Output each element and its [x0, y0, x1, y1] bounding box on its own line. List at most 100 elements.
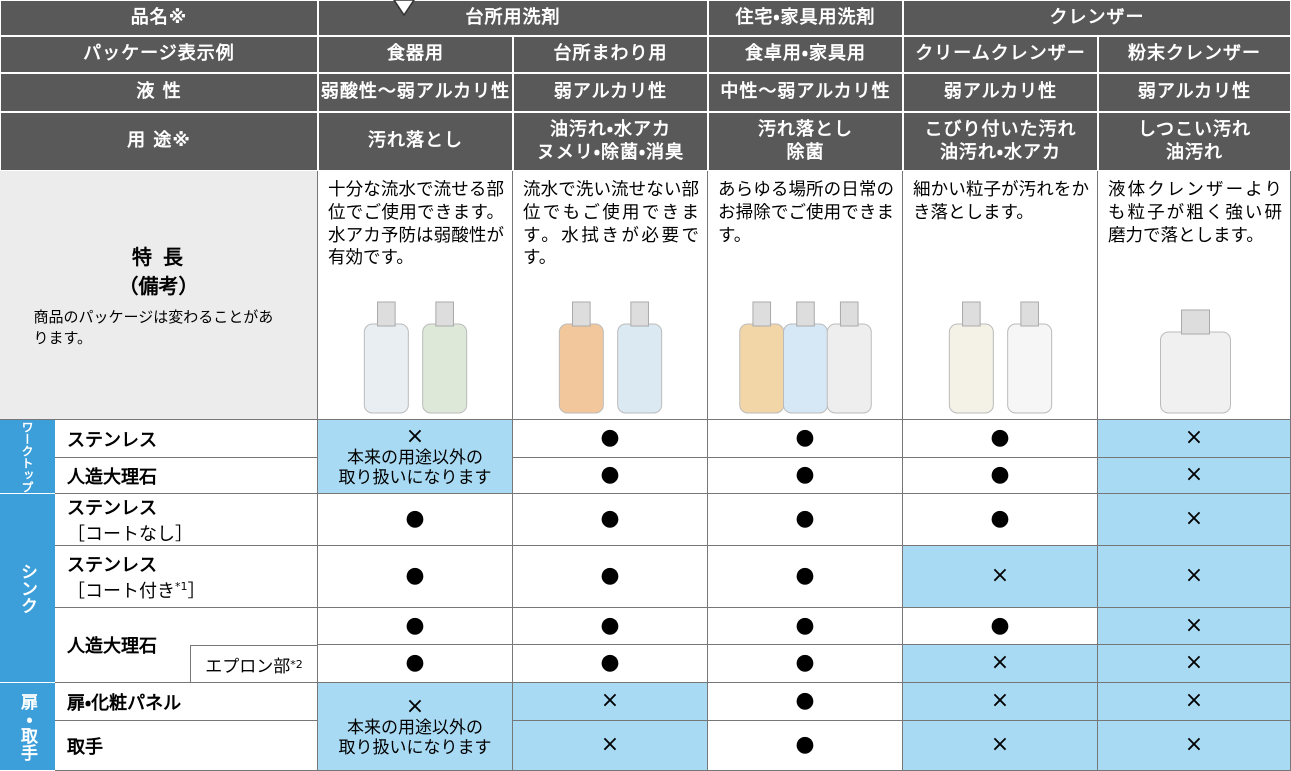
note-line: 取り扱いになります — [338, 467, 492, 488]
mark-cell: ● — [318, 608, 513, 645]
mark: ● — [600, 425, 620, 451]
header-label: 品名※ — [130, 6, 188, 28]
header-line: ヌメリ・除菌・消臭 — [536, 141, 685, 163]
mark-cell: ● — [708, 683, 903, 721]
mark: × — [1184, 650, 1204, 676]
mark-cell: ● — [513, 608, 708, 645]
header-cell: 品名※ — [0, 0, 318, 36]
header-cell: 食器用 — [318, 36, 513, 73]
row-name: 人造大理石 — [67, 466, 157, 488]
feature-title: 特 長 — [132, 245, 185, 269]
header-cell: こびり付いた汚れ 油汚れ・水アカ — [903, 112, 1098, 171]
header-cell: 用 途※ — [0, 112, 318, 171]
mark: ● — [990, 462, 1010, 488]
row-label: 人造大理石 — [55, 458, 318, 494]
mark-cell: × — [1098, 494, 1291, 546]
mark-cell: × — [903, 683, 1098, 721]
mark: ● — [795, 612, 815, 638]
header-label: 用 途※ — [127, 130, 191, 152]
header-cell: 液 性 — [0, 73, 318, 112]
mark-cell: ● — [708, 721, 903, 771]
mark: ● — [405, 612, 425, 638]
row-name: ステンレス — [67, 429, 157, 451]
row-sub: ［コートなし］ — [67, 520, 193, 546]
row-sub: ［コート付き*1］ — [67, 577, 206, 603]
feature-cell: あらゆる場所の日常のお掃除でご使用できます。 — [708, 171, 903, 420]
header-line: 油汚れ・水アカ — [939, 141, 1062, 163]
mark-cell: ● — [903, 420, 1098, 458]
mark: ● — [600, 650, 620, 676]
mark-cell: ● — [708, 494, 903, 546]
mark-cell: ● — [903, 494, 1098, 546]
mark: ● — [405, 506, 425, 532]
mark: × — [600, 688, 620, 714]
header-line: しつこい汚れ — [1138, 119, 1251, 140]
feature-label: 特 長 （備考） 商品のパッケージは変わることがあります。 — [0, 171, 318, 420]
mark-cell: ● — [513, 458, 708, 494]
header-text: 中性〜弱アルカリ性 — [720, 81, 891, 103]
row-name: ステンレス — [67, 554, 157, 576]
header-line: 汚れ落とし — [758, 119, 853, 140]
row-sub-text: ［コートなし］ — [67, 523, 193, 545]
row-name: ステンレス — [67, 497, 157, 519]
feature-subtitle: （備考） — [118, 274, 199, 298]
mark: × — [600, 732, 620, 758]
footnote-mark: *2 — [290, 657, 303, 671]
mark-cell: × — [513, 683, 708, 721]
mark-cell: × — [1098, 645, 1291, 683]
mark: × — [1184, 688, 1204, 714]
mark: × — [990, 563, 1010, 589]
row-sub-end: ］ — [187, 580, 206, 602]
header-text: 粉末クレンザー — [1128, 43, 1261, 65]
mark: × — [990, 732, 1010, 758]
mark-cell: × — [903, 546, 1098, 608]
mark-cell: × — [1098, 608, 1291, 645]
mark-cell: ● — [708, 420, 903, 458]
mark: × — [1184, 506, 1204, 532]
mark-cell: × — [1098, 458, 1291, 494]
footnote-mark: *1 — [175, 579, 188, 593]
feature-cell: 十分な流水で流せる部位でご使用できます。水アカ予防は弱酸性が有効です。 — [318, 171, 513, 420]
mark: ● — [600, 506, 620, 532]
header-line: 油汚れ — [1166, 141, 1223, 163]
feature-text: 細かい粒子が汚れをかき落とします。 — [913, 180, 1089, 223]
header-text: 食卓用・家具用 — [744, 43, 867, 65]
note-line: 本来の用途以外の — [347, 718, 483, 739]
mark: ● — [795, 688, 815, 714]
mark: × — [1184, 425, 1204, 451]
header-cell: 弱アルカリ性 — [513, 73, 708, 112]
header-cell: クリームクレンザー — [903, 36, 1098, 73]
mark: ● — [795, 462, 815, 488]
mark-cell: ● — [513, 420, 708, 458]
header-label: パッケージ表示例 — [83, 43, 235, 65]
row-label: ステンレス ［コート付き*1］ — [55, 546, 318, 608]
header-line: 油汚れ・水アカ — [549, 119, 672, 140]
mark: × — [1184, 563, 1204, 589]
mark-cell: ● — [513, 494, 708, 546]
feature-cell: 液体クレンザーよりも粒子が粗く強い研磨力で落とします。 — [1098, 171, 1291, 420]
mark: ● — [600, 612, 620, 638]
feature-text: あらゆる場所の日常のお掃除でご使用できます。 — [718, 180, 894, 246]
mark-cell: ● — [513, 546, 708, 608]
header-cell: 粉末クレンザー — [1098, 36, 1291, 73]
product-image — [1160, 309, 1231, 414]
header-line: 汚れ落とし — [368, 130, 463, 152]
row-name: 取手 — [67, 736, 103, 758]
mark: ● — [990, 506, 1010, 532]
mark: ● — [600, 462, 620, 488]
feature-text: 流水で洗い流せない部位でもご使用できます。水拭きが必要です。 — [523, 180, 699, 269]
header-text: 食器用 — [387, 43, 444, 65]
mark-cell: × — [1098, 683, 1291, 721]
group-label: ワークトップ — [0, 420, 55, 494]
group-label: シンク — [0, 494, 55, 683]
header-line: こびり付いた汚れ — [924, 119, 1077, 140]
mark-cell: ● — [903, 608, 1098, 645]
group-header: 台所用洗剤 — [318, 0, 708, 36]
mark-cell: × — [1098, 546, 1291, 608]
header-cell: 油汚れ・水アカ ヌメリ・除菌・消臭 — [513, 112, 708, 171]
mark: ● — [795, 506, 815, 532]
header-cell: 汚れ落とし 除菌 — [708, 112, 903, 171]
group-label-text: ワークトップ — [20, 420, 34, 493]
group-title: クレンザー — [1049, 6, 1145, 28]
row-label: ステンレス — [55, 420, 318, 458]
